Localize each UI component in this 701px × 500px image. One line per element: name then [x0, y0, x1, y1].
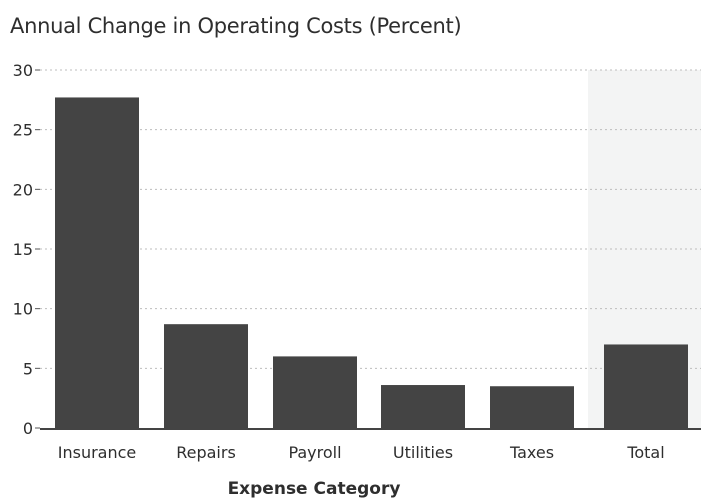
bars — [55, 97, 688, 429]
bar-total — [604, 344, 688, 428]
x-tick-label: Taxes — [509, 443, 554, 462]
x-axis-labels: Insurance Repairs Payroll Utilities Taxes Tot… — [58, 443, 665, 462]
y-tick-label: 5 — [23, 359, 33, 378]
y-tick-label: 30 — [13, 61, 33, 80]
bar-utilities — [381, 385, 465, 428]
y-tick-label: 25 — [13, 121, 33, 140]
bar-taxes — [490, 386, 574, 428]
y-tick-label: 20 — [13, 180, 33, 199]
bar-insurance — [55, 97, 139, 429]
y-tick-label: 0 — [23, 419, 33, 438]
chart-title: Annual Change in Operating Costs (Percen… — [10, 14, 462, 38]
x-tick-label: Repairs — [176, 443, 236, 462]
gridlines — [40, 69, 701, 369]
y-tick-label: 15 — [13, 240, 33, 259]
x-tick-label: Payroll — [288, 443, 341, 462]
x-axis-title: Expense Category — [228, 479, 401, 499]
x-tick-label: Utilities — [393, 443, 453, 462]
y-axis-ticks: 0 5 10 15 20 25 30 — [13, 61, 40, 438]
x-tick-label: Insurance — [58, 443, 137, 462]
bar-payroll — [273, 356, 357, 428]
x-tick-label: Total — [626, 443, 664, 462]
y-tick-label: 10 — [13, 300, 33, 319]
bar-repairs — [164, 324, 248, 428]
